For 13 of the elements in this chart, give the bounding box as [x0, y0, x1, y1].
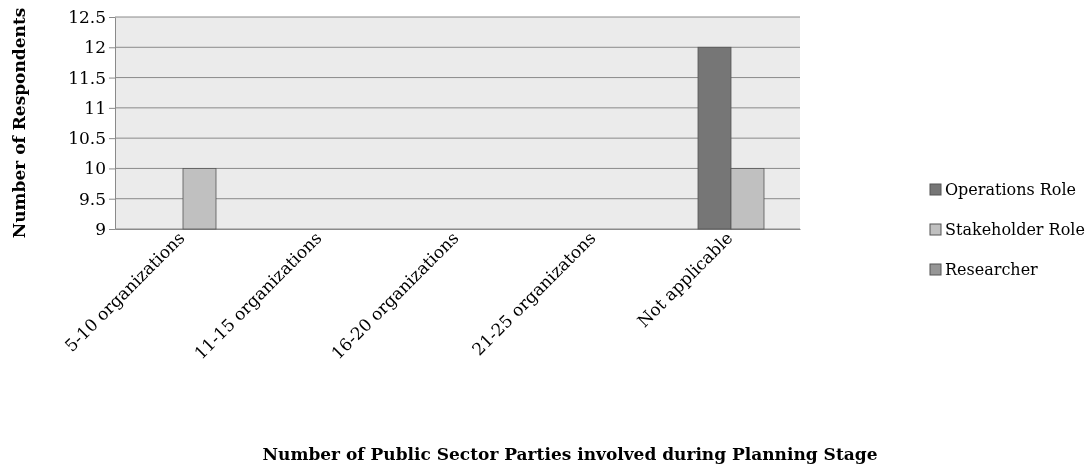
y-tick-label: 9.5 [78, 188, 106, 209]
y-tick-label: 12.5 [68, 6, 106, 27]
y-axis-title: Number of Respondents [9, 7, 29, 239]
y-tick-label: 10 [84, 158, 106, 179]
y-tick-label: 11 [84, 97, 106, 118]
y-tick-label: 12 [84, 37, 106, 58]
legend-label: Operations Role [945, 180, 1077, 199]
legend-label: Stakeholder Role [945, 220, 1085, 239]
y-tick-label: 10.5 [68, 128, 106, 149]
legend-label: Researcher [945, 260, 1039, 279]
x-axis-title: Number of Public Sector Parties involved during Planning Stage [262, 444, 878, 464]
y-tick-label: 9 [95, 218, 106, 239]
y-tick-label: 11.5 [68, 67, 106, 88]
